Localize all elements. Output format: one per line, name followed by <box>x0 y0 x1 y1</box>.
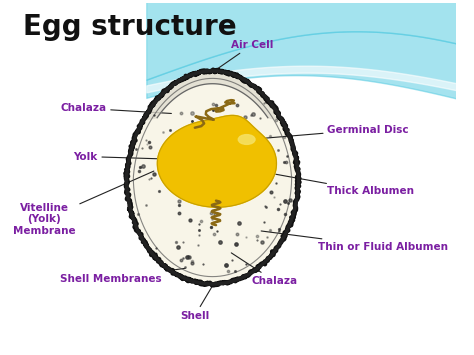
Text: Thick Albumen: Thick Albumen <box>276 174 414 196</box>
Text: Vitelline
(Yolk)
Membrane: Vitelline (Yolk) Membrane <box>13 171 154 236</box>
Text: Air Cell: Air Cell <box>218 40 273 69</box>
Text: Chalaza: Chalaza <box>231 253 297 286</box>
Ellipse shape <box>238 135 255 144</box>
Text: Germinal Disc: Germinal Disc <box>250 125 409 140</box>
Text: Shell Membranes: Shell Membranes <box>60 268 185 284</box>
Polygon shape <box>157 115 276 207</box>
Text: Chalaza: Chalaza <box>61 103 172 114</box>
Text: Yolk: Yolk <box>73 152 198 162</box>
Polygon shape <box>127 71 299 284</box>
Text: Shell: Shell <box>180 287 212 321</box>
Text: Thin or Fluid Albumen: Thin or Fluid Albumen <box>261 231 448 252</box>
Text: Egg structure: Egg structure <box>23 13 237 41</box>
Polygon shape <box>143 71 282 120</box>
